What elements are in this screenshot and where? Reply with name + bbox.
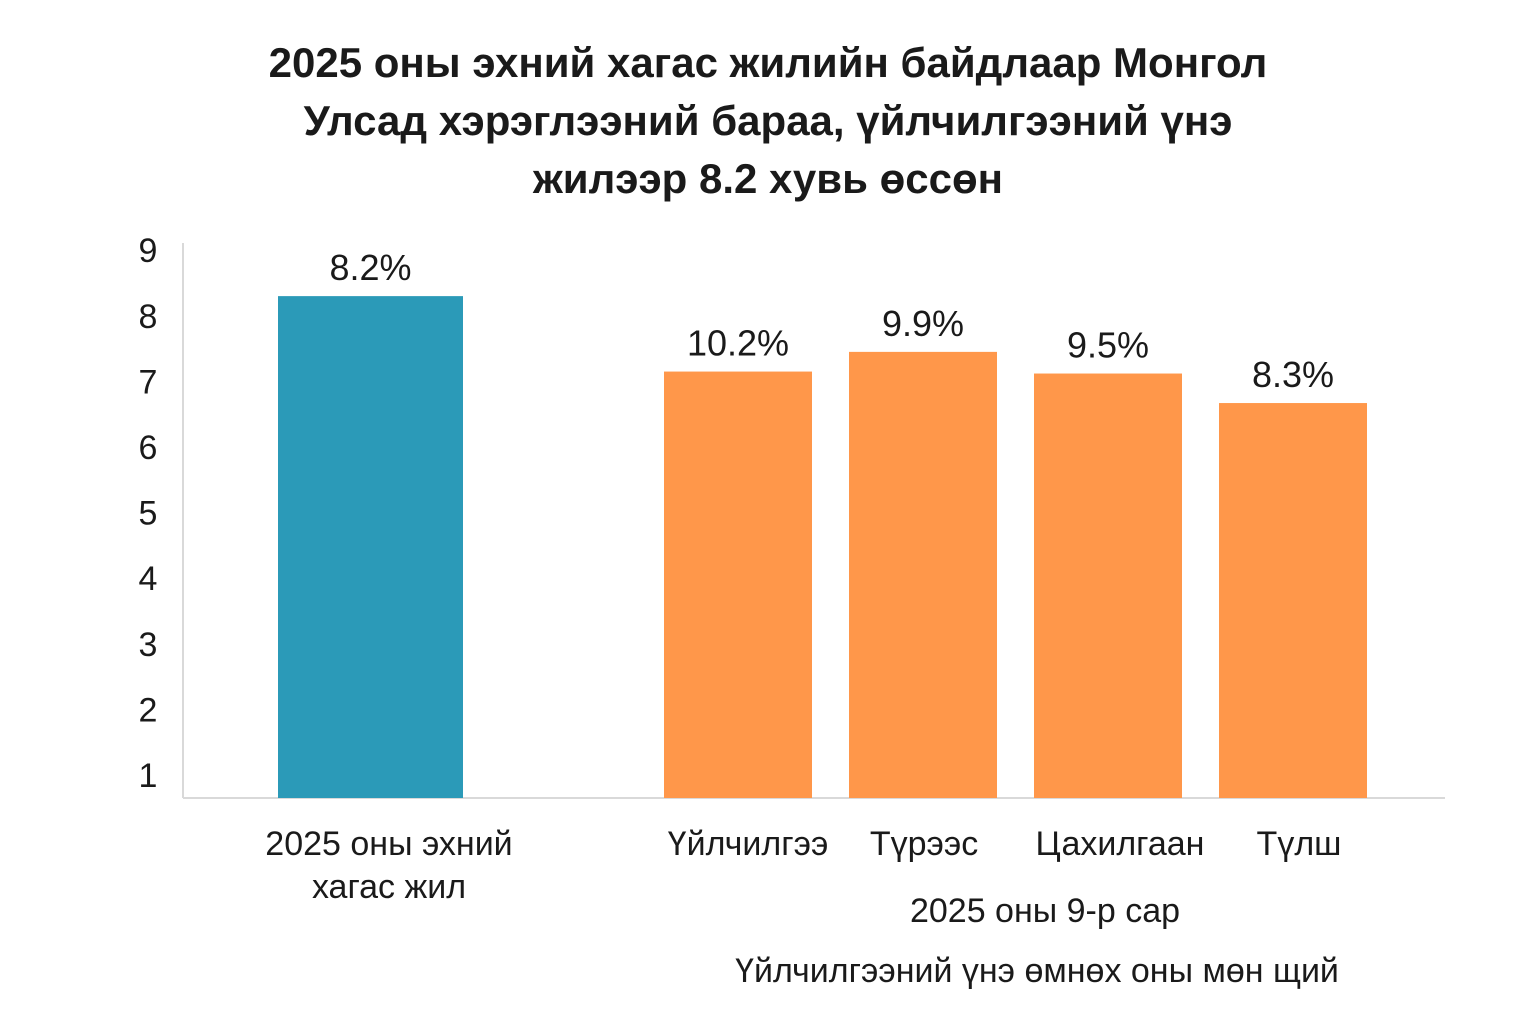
y-tick-label: 6 (139, 429, 158, 467)
bar-value-label: 8.3% (1252, 354, 1334, 395)
y-tick-label: 5 (139, 495, 158, 533)
title-line: 2025 оны эхний хагас жилийн байдлаар Мон… (268, 39, 1268, 86)
y-tick-label: 3 (139, 626, 158, 664)
bar (849, 351, 997, 798)
chart-title: 2025 оны эхний хагас жилийн байдлаар Мон… (0, 34, 1536, 208)
group-label: 2025 оны 9-р сар (910, 892, 1180, 930)
bar (664, 371, 812, 798)
y-tick-label: 2 (139, 691, 158, 729)
category-label: Цахилгаан (1036, 825, 1205, 863)
category-label: Түлш (1257, 825, 1342, 863)
title-line: Улсад хэрэглээний бараа, үйлчилгээний үн… (303, 97, 1233, 144)
category-label: хагас жил (312, 868, 466, 906)
title-line: жилээр 8.2 хувь өссөн (533, 155, 1003, 202)
category-label: Үйлчилгээ (668, 825, 829, 863)
bar-value-label: 9.9% (882, 303, 964, 344)
bar (1034, 373, 1182, 798)
bar-value-label: 9.5% (1067, 325, 1149, 366)
bar-value-label: 8.2% (329, 247, 411, 288)
bar (1219, 403, 1367, 798)
y-tick-label: 1 (139, 757, 158, 795)
category-label: 2025 оны эхний (265, 825, 512, 863)
bar-value-label: 10.2% (687, 323, 789, 364)
y-tick-label: 8 (139, 298, 158, 336)
y-tick-label: 4 (139, 560, 158, 598)
x-axis-label: Үйлчилгээний үнэ өмнөх оны мөн щий (735, 952, 1339, 990)
y-tick-label: 7 (139, 363, 158, 401)
category-label: Түрээс (870, 825, 978, 863)
bar (278, 296, 463, 798)
y-tick-label: 9 (139, 232, 158, 270)
